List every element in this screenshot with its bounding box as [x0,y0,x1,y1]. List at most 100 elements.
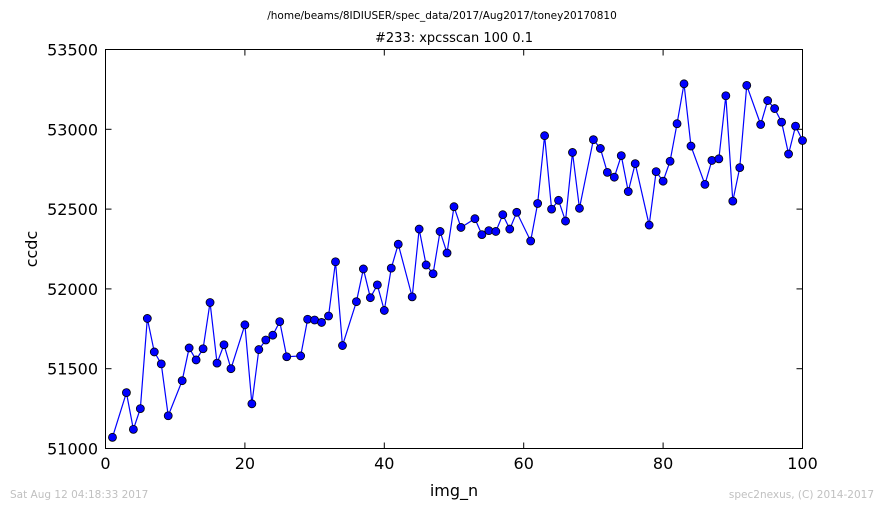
data-point [386,263,396,273]
data-point [700,179,710,189]
data-point [226,364,236,374]
data-point [721,91,731,101]
data-point [616,151,626,161]
data-point [142,314,152,323]
data-point [358,264,368,274]
data-point [777,117,786,127]
data-point [561,216,570,226]
data-point [135,404,145,414]
data-point [128,424,138,434]
x-tick-label: 0 [100,454,110,473]
data-point [770,104,780,113]
data-point [784,149,793,159]
data-point [435,227,445,236]
data-point [623,187,633,196]
data-point [156,359,166,369]
y-axis-label: ccdc [22,231,41,268]
data-point [630,159,640,169]
file-path-header: /home/beams/8IDIUSER/spec_data/2017/Aug2… [267,10,617,22]
data-point [756,120,766,129]
data-point [491,227,501,236]
data-point [149,347,159,357]
x-tick-label: 100 [787,454,818,473]
data-point [798,136,807,145]
data-point [317,318,326,327]
data-point [275,317,285,327]
x-tick-label: 40 [374,454,394,473]
data-point [791,121,800,131]
data-point [644,220,654,230]
data-point [442,248,452,258]
footer-credit: spec2nexus, (C) 2014-2017 [729,489,874,501]
data-point [602,167,612,177]
y-tick-label: 51000 [47,440,98,459]
data-point [331,257,340,267]
x-tick-label: 20 [235,454,255,473]
data-point [714,154,724,164]
data-point [219,340,229,350]
data-point [547,204,556,214]
data-point [421,260,431,270]
data-point [651,167,661,176]
data-point [191,355,201,365]
chart-title: #233: xpcsscan 100 0.1 [375,31,533,46]
data-point [184,343,194,353]
plot-area: 0 20 40 60 80 100 51000 51500 52000 52500 53000 53… [47,41,818,474]
data-point [505,224,515,234]
data-point [365,293,375,303]
data-point [728,196,738,206]
data-point [282,352,292,362]
data-point [414,224,424,234]
y-tick-label: 53500 [47,41,98,60]
data-point [352,297,361,307]
data-point [379,306,389,315]
data-point [268,330,278,340]
data-point [108,432,117,442]
data-point [554,195,563,205]
data-point [393,239,403,249]
data-point [428,269,438,279]
y-tick-label: 51500 [47,360,98,379]
data-point [261,335,271,345]
data-point [205,298,215,307]
data-point [240,320,250,330]
footer-timestamp: Sat Aug 12 04:18:33 2017 [10,489,148,501]
plot-frame [105,49,803,449]
data-point [254,345,264,354]
data-point [568,148,577,157]
data-point [575,203,584,213]
x-tick-label: 80 [653,454,673,473]
data-point [526,236,536,246]
x-axis-ticks: 0 20 40 60 80 100 [100,49,818,473]
data-point [407,292,417,302]
data-point [372,280,382,290]
data-point [658,176,668,186]
series-layer [108,79,807,442]
data-point [735,163,745,173]
data-point [163,411,173,421]
series-line [111,83,804,438]
data-point [540,131,550,141]
data-point [449,202,459,212]
y-tick-label: 52500 [47,200,98,219]
data-point [512,207,522,217]
data-point [338,341,347,350]
data-point [763,96,773,105]
data-point [470,214,480,224]
data-point [212,358,222,368]
data-point [198,344,208,354]
data-point [477,230,487,240]
data-point [672,119,682,129]
y-axis-ticks: 51000 51500 52000 52500 53000 53500 [47,41,803,459]
data-point [324,311,333,321]
y-tick-label: 52000 [47,280,98,299]
data-point [498,210,508,220]
data-point [609,172,619,182]
data-point [177,376,187,386]
data-point [742,81,752,90]
data-point [456,223,466,232]
data-point [595,144,605,153]
data-point [686,141,696,151]
